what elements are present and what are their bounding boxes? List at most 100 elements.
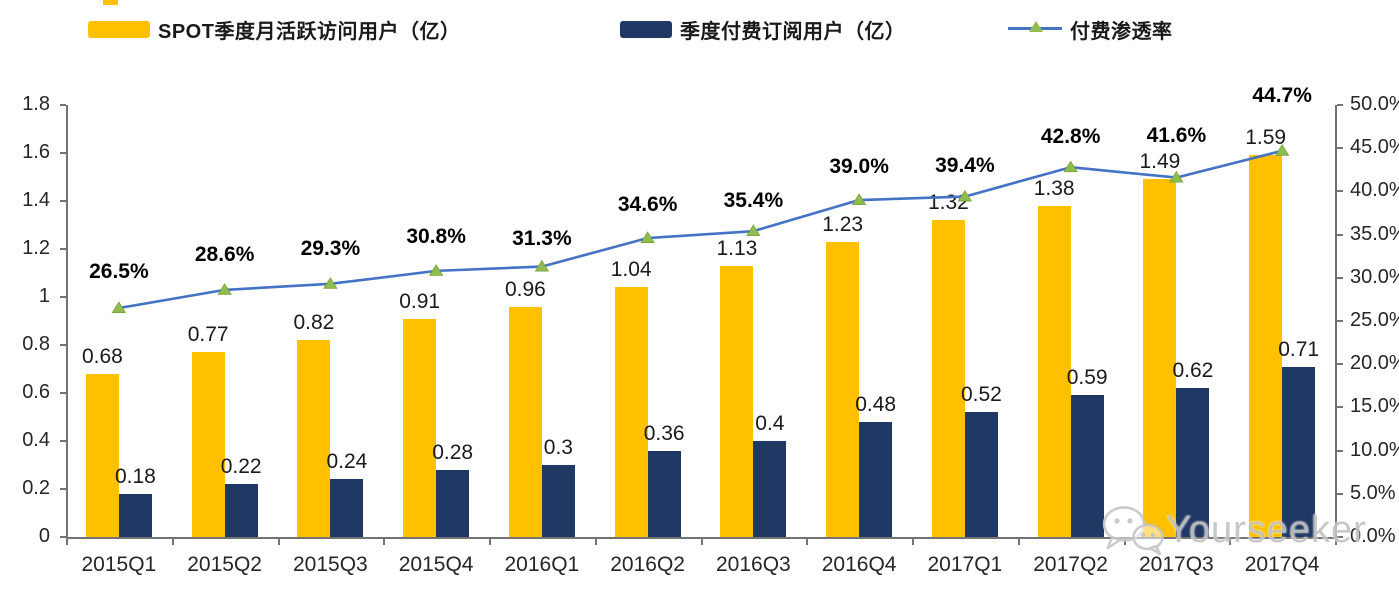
bar-subscribers-value: 0.28	[432, 440, 474, 464]
bar-subscribers-value: 0.52	[960, 383, 1002, 407]
bar-subscribers	[859, 421, 893, 537]
bar-mau-value: 1.23	[822, 212, 864, 236]
bar-mau	[508, 306, 542, 537]
bar-subscribers-value: 0.18	[114, 464, 156, 488]
penetration-value: 34.6%	[617, 193, 678, 217]
x-axis-label: 2015Q1	[81, 553, 157, 576]
penetration-value: 29.3%	[300, 236, 361, 260]
right-axis-line	[1335, 105, 1337, 537]
mau-swatch-icon	[88, 20, 150, 38]
bar-subscribers-value: 0.4	[755, 412, 785, 435]
left-axis-tick-label: 1.8	[22, 93, 50, 115]
x-axis-label: 2016Q1	[504, 553, 580, 576]
bottom-axis-tick	[806, 539, 809, 545]
triangle-marker-icon	[1063, 160, 1078, 173]
crop-artifact	[103, 0, 118, 5]
watermark: Yourseeker	[1100, 504, 1367, 556]
bar-mau-value: 1.04	[610, 258, 652, 282]
legend-label-mau: SPOT季度月活跃访问用户（亿）	[158, 20, 461, 43]
left-axis-tick-label: 0	[38, 525, 50, 547]
right-axis-tick	[1337, 147, 1343, 150]
right-axis-tick	[1337, 276, 1343, 279]
right-axis-tick	[1337, 363, 1343, 366]
triangle-marker-icon	[851, 193, 867, 205]
bar-mau-value: 1.59	[1245, 126, 1287, 150]
right-axis-tick-label: 40.0%	[1350, 179, 1399, 202]
triangle-marker-icon	[323, 277, 338, 289]
legend-item-penetration: 付费渗透率	[1008, 12, 1173, 46]
bar-subscribers-value: 0.22	[220, 455, 262, 479]
subscribers-swatch-icon	[620, 20, 672, 38]
right-axis-tick	[1337, 492, 1343, 495]
bottom-axis-tick	[1017, 539, 1020, 545]
bar-subscribers-value: 0.62	[1172, 359, 1214, 383]
right-axis-tick-label: 20.0%	[1350, 352, 1399, 375]
bar-mau	[826, 241, 860, 537]
right-axis-tick	[1337, 536, 1343, 538]
bar-mau	[931, 220, 965, 537]
left-axis-tick-label: 1.2	[22, 237, 50, 259]
x-axis-label: 2016Q4	[821, 553, 897, 576]
right-axis-tick	[1337, 406, 1343, 409]
bar-mau-value: 0.82	[293, 311, 335, 335]
bottom-axis-tick	[489, 539, 491, 545]
bottom-axis-tick	[1335, 539, 1337, 545]
left-axis-tick-label: 0.6	[22, 381, 50, 403]
bottom-axis-tick	[594, 539, 597, 545]
bar-subscribers-value: 0.59	[1066, 366, 1108, 390]
penetration-value: 39.4%	[935, 153, 995, 177]
bar-mau-value: 1.49	[1139, 150, 1181, 174]
penetration-value: 42.8%	[1040, 125, 1101, 149]
bottom-axis-tick	[912, 539, 914, 545]
bar-subscribers	[1282, 366, 1316, 537]
legend-item-subscribers: 季度付费订阅用户（亿）	[620, 12, 906, 46]
bar-subscribers	[541, 465, 575, 537]
bar-mau	[297, 340, 331, 537]
bar-mau	[1249, 155, 1283, 537]
triangle-marker-icon	[957, 189, 973, 202]
legend-label-penetration: 付费渗透率	[1070, 20, 1173, 43]
left-axis-tick-label: 0.4	[22, 429, 50, 451]
left-axis-tick	[60, 536, 66, 538]
triangle-marker-icon	[1274, 144, 1290, 156]
left-axis-line	[66, 105, 68, 537]
right-axis-tick-label: 15.0%	[1350, 395, 1399, 418]
right-axis-tick	[1337, 190, 1343, 193]
right-axis-tick-label: 5.0%	[1350, 481, 1396, 504]
right-axis-tick	[1337, 320, 1343, 322]
right-axis-tick-label: 10.0%	[1350, 438, 1399, 461]
penetration-value: 26.5%	[89, 260, 149, 284]
penetration-value: 44.7%	[1252, 83, 1312, 107]
triangle-marker-icon	[640, 231, 655, 243]
bar-subscribers	[1176, 388, 1210, 537]
left-axis-tick-label: 1.4	[22, 189, 50, 211]
left-axis-tick	[60, 488, 66, 490]
bottom-axis-tick	[66, 539, 68, 545]
bottom-axis-tick	[1229, 539, 1232, 545]
right-axis-tick-label: 45.0%	[1350, 136, 1399, 159]
right-axis-tick	[1337, 449, 1343, 452]
x-axis-label: 2015Q3	[293, 553, 368, 576]
left-axis-tick-label: 0.8	[22, 333, 50, 355]
right-axis-tick-label: 50.0%	[1350, 93, 1399, 115]
watermark-text: Yourseeker	[1166, 508, 1367, 551]
x-axis-label: 2015Q2	[187, 553, 262, 576]
right-axis-tick-label: 35.0%	[1350, 222, 1399, 245]
bar-mau-value: 0.68	[81, 344, 123, 368]
bar-subscribers	[330, 479, 364, 537]
right-axis-tick-label: 25.0%	[1350, 309, 1399, 331]
right-axis-tick	[1337, 104, 1343, 106]
x-axis-label: 2016Q2	[610, 553, 685, 576]
right-axis-tick-label: 0.0%	[1350, 525, 1396, 547]
x-axis-label: 2017Q4	[1244, 553, 1320, 576]
bar-mau-value: 0.91	[399, 289, 441, 313]
left-axis-tick	[60, 296, 66, 298]
left-axis-tick	[60, 104, 66, 106]
bar-mau-value: 1.13	[716, 236, 758, 260]
bar-subscribers	[1070, 395, 1104, 537]
bar-mau	[403, 318, 437, 537]
triangle-marker-icon	[746, 224, 761, 237]
bar-mau	[1037, 205, 1071, 537]
